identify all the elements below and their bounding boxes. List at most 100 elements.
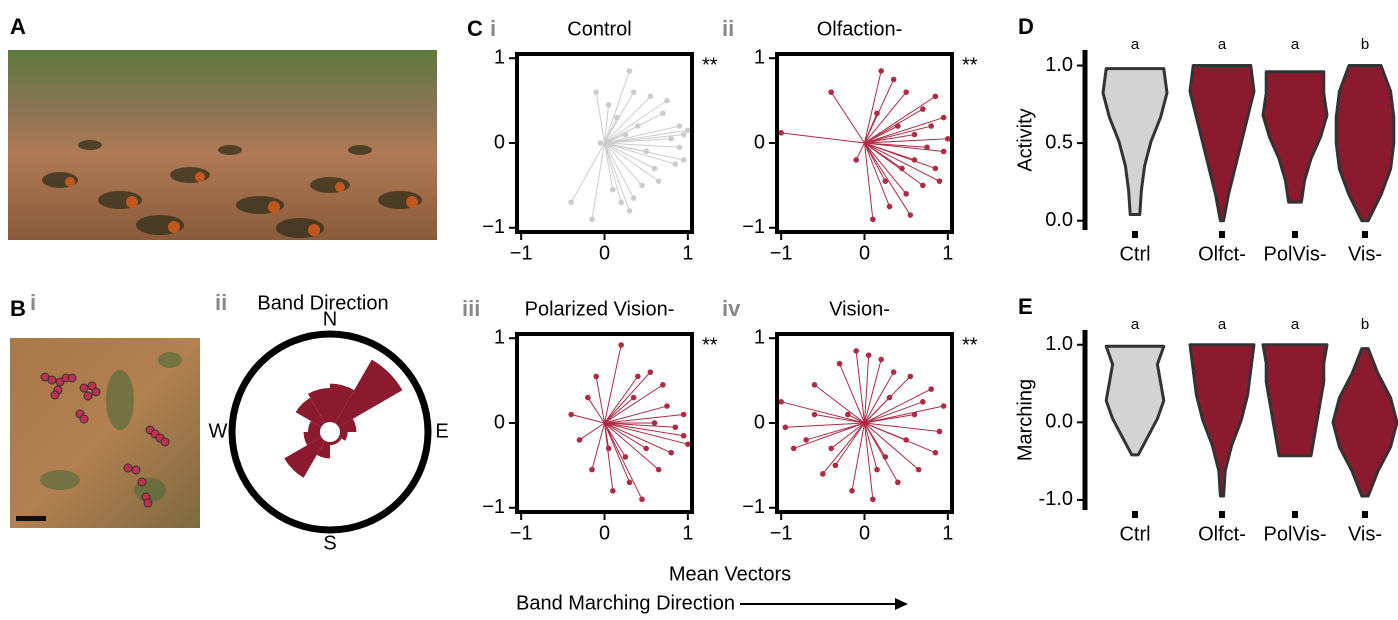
category-tick [1132, 231, 1138, 238]
vector-point [623, 454, 629, 460]
vector-line [605, 101, 668, 143]
x-tick-label: −1 [510, 242, 533, 264]
vector-point [870, 496, 876, 502]
significance-letter: a [1131, 36, 1140, 53]
vector-point [945, 136, 951, 142]
vector-point [920, 399, 926, 405]
vector-point [883, 454, 889, 460]
vector-point [585, 395, 591, 401]
vector-point [598, 140, 604, 146]
vector-point [681, 132, 687, 138]
x-tick-label: Ctrl [1119, 243, 1150, 265]
x-tick-label: Ctrl [1119, 523, 1150, 545]
vector-point [778, 130, 784, 136]
vector-point [791, 446, 797, 452]
photo [8, 50, 437, 240]
panel-label: D [1018, 14, 1034, 39]
vector-point [887, 204, 893, 210]
vector-point [685, 441, 691, 447]
vector-point [627, 208, 633, 214]
vector-point [912, 132, 918, 138]
vector-point [937, 178, 943, 184]
vector-point [941, 403, 947, 409]
vector-point [577, 437, 583, 443]
vector-point [870, 216, 876, 222]
vector-point [812, 412, 818, 418]
x-tick-label: 0 [859, 522, 870, 544]
vector-point [928, 386, 934, 392]
vector-point [837, 361, 843, 367]
x-tick-label: −1 [770, 242, 793, 264]
chart-title: Control [567, 18, 631, 40]
x-tick-label: Olfct- [1198, 243, 1246, 265]
vector-point [924, 144, 930, 150]
vector-point [568, 412, 574, 418]
vector-point [618, 342, 624, 348]
y-axis-label: Activity [1014, 108, 1036, 171]
x-tick-label: Vis- [1348, 243, 1382, 265]
panel-sublabel: i [30, 290, 36, 315]
y-tick-label: 0.5 [1045, 131, 1073, 153]
vector-point [668, 450, 674, 456]
violin [1106, 346, 1164, 455]
vector-point [568, 200, 574, 206]
significance: ** [702, 54, 718, 76]
vector-point [614, 115, 620, 121]
y-tick-label: 1.0 [1045, 333, 1073, 355]
vector-point [941, 149, 947, 155]
significance-letter: a [1291, 36, 1300, 53]
vector-point [685, 127, 691, 133]
vector-point [937, 429, 943, 435]
vector-point [820, 471, 826, 477]
vector-point [828, 89, 834, 95]
vector-point [593, 374, 599, 380]
vector-point [920, 106, 926, 112]
compass-label: E [435, 420, 448, 442]
vector-line [605, 143, 630, 211]
vector-point [933, 166, 939, 172]
x-tick-label: 1 [682, 242, 693, 264]
y-tick-label: 0 [754, 131, 765, 153]
vector-point [778, 399, 784, 405]
vector-line [831, 92, 864, 143]
vector-point [933, 450, 939, 456]
vector-point [878, 357, 884, 363]
vector-point [610, 488, 616, 494]
y-tick-label: 1 [494, 327, 505, 349]
panel-label: B [10, 296, 26, 321]
vector-point [887, 395, 893, 401]
vector-point [874, 111, 880, 117]
chart-title: Polarized Vision- [525, 298, 675, 320]
x-tick-label: 0 [599, 522, 610, 544]
panel-sublabel: iv [722, 296, 741, 321]
panel-sublabel: ii [722, 16, 734, 41]
panel-sublabel: iii [462, 296, 480, 321]
vector-point [656, 467, 662, 473]
vector-point [895, 480, 901, 486]
panel-label: A [10, 14, 26, 39]
category-tick [1292, 511, 1298, 518]
vector-point [618, 200, 624, 206]
x-axis-label: Mean Vectors [669, 563, 791, 585]
y-tick-label: 1.0 [1045, 54, 1073, 76]
vector-point [681, 412, 687, 418]
vector-point [908, 374, 914, 380]
vector-point [656, 178, 662, 184]
vector-point [627, 68, 633, 74]
vector-point [853, 348, 859, 354]
vector-point [606, 102, 612, 108]
vector-point [660, 382, 666, 388]
vector-point [912, 412, 918, 418]
chart-title: Olfaction- [817, 18, 903, 40]
vector-point [639, 183, 645, 189]
vector-point [589, 467, 595, 473]
vector-point [664, 98, 670, 104]
x-tick-label: 0 [599, 242, 610, 264]
violin [1336, 66, 1394, 221]
violin [1263, 345, 1327, 456]
significance: ** [702, 334, 718, 356]
vector-point [899, 166, 905, 172]
vector-point [668, 136, 674, 142]
vector-point [664, 403, 670, 409]
map [10, 338, 200, 528]
